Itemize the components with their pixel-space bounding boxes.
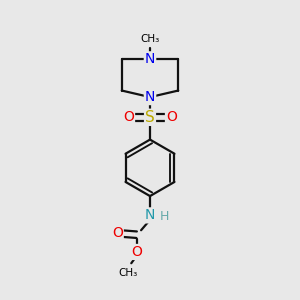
Text: O: O (123, 110, 134, 124)
Text: H: H (160, 210, 169, 223)
Text: N: N (145, 208, 155, 222)
Text: CH₃: CH₃ (140, 34, 160, 44)
Text: O: O (131, 245, 142, 259)
Text: O: O (166, 110, 177, 124)
Text: CH₃: CH₃ (119, 268, 138, 278)
Text: N: N (145, 90, 155, 104)
Text: N: N (145, 52, 155, 66)
Text: S: S (145, 110, 155, 125)
Text: O: O (112, 226, 123, 240)
